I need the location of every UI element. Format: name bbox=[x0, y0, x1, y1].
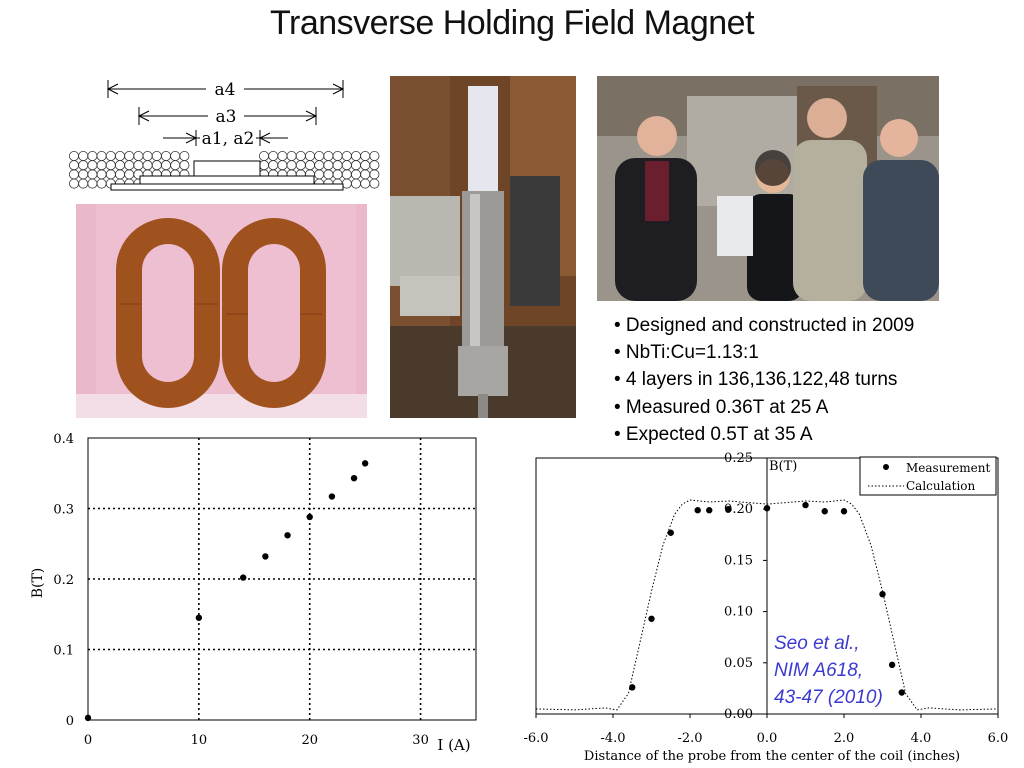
chart1-ytick-label: 0.3 bbox=[53, 503, 74, 518]
chart2-ytick-label: 0.15 bbox=[724, 553, 753, 568]
chart2-ytick-label: 0.10 bbox=[724, 605, 753, 620]
chart1-data-point bbox=[284, 532, 291, 539]
chart2-xtick-label: -2.0 bbox=[677, 731, 702, 746]
chart2-measurement-point bbox=[667, 529, 674, 536]
citation-line-1: Seo et al., bbox=[774, 633, 860, 654]
chart2-measurement-point bbox=[763, 504, 771, 512]
coil-pair-photo bbox=[76, 204, 367, 418]
chart1-xlabel: I (A) bbox=[437, 736, 470, 754]
chart1-ytick-label: 0.2 bbox=[53, 573, 74, 588]
bullet-designed: • Designed and constructed in 2009 bbox=[614, 315, 915, 336]
bullet-measured: • Measured 0.36T at 25 A bbox=[614, 396, 829, 418]
label-a1-a2: a1, a2 bbox=[202, 129, 255, 149]
chart1-xtick-label: 10 bbox=[191, 733, 208, 748]
chart2-xtick-label: -4.0 bbox=[600, 731, 625, 746]
field-profile-chart: -6.0 -4.0 -2.0 0.0 2.0 4.0 6.0 0.00 0.05 0.10 0.15… bbox=[523, 451, 1009, 764]
chart2-xtick-label: -6.0 bbox=[523, 731, 548, 746]
chart2-xtick-label: 2.0 bbox=[834, 731, 855, 746]
chart1-data-point bbox=[262, 553, 269, 560]
chart2-ylabel: B(T) bbox=[769, 459, 797, 474]
chart2-measurement-point bbox=[802, 501, 809, 509]
label-a3: a3 bbox=[216, 107, 237, 127]
chart2-xtick-label: 0.0 bbox=[757, 731, 778, 746]
coil-dimension-diagram: a4 a3 a1, a2 bbox=[69, 79, 380, 191]
chart2-xlabel: Distance of the probe from the center of… bbox=[584, 749, 960, 764]
label-a4: a4 bbox=[215, 80, 236, 100]
chart2-measurement-point bbox=[821, 508, 828, 515]
chart1-xtick-label: 30 bbox=[412, 733, 429, 748]
bullet-layers: • 4 layers in 136,136,122,48 turns bbox=[614, 369, 898, 391]
bullet-expected: • Expected 0.5T at 35 A bbox=[614, 423, 813, 445]
chart1-data-point bbox=[350, 474, 358, 482]
chart1-data-point bbox=[84, 714, 92, 722]
chart2-legend: Measurement Calculation bbox=[859, 456, 997, 496]
chart2-measurement-point bbox=[629, 684, 636, 691]
slide-title: Transverse Holding Field Magnet bbox=[269, 4, 755, 42]
citation: Seo et al., NIM A618, 43-47 (2010) bbox=[774, 630, 883, 711]
chart1-data-point bbox=[240, 574, 247, 581]
chart1-data-point bbox=[306, 513, 313, 521]
chart2-ytick-label: 0.05 bbox=[724, 656, 753, 671]
chart2-measurement-point bbox=[725, 506, 732, 513]
chart2-measurement-point bbox=[840, 508, 848, 515]
chart2-xtick-label: 6.0 bbox=[988, 731, 1009, 746]
bullet-ratio: • NbTi:Cu=1.13:1 bbox=[614, 342, 759, 364]
chart2-measurement-point bbox=[648, 615, 655, 622]
legend-measurement-marker bbox=[883, 464, 889, 470]
legend-calculation-label: Calculation bbox=[906, 479, 976, 493]
chart2-measurement-point bbox=[898, 689, 905, 696]
chart1-ytick-label: 0 bbox=[66, 714, 74, 729]
chart1-ytick-label: 0.1 bbox=[53, 644, 74, 659]
chart1-xtick-label: 0 bbox=[84, 733, 92, 748]
calculation-curve bbox=[535, 499, 999, 711]
field-vs-current-chart: 0 10 20 30 0 0.1 0.2 0.3 0.4 B(T) I (A) bbox=[30, 432, 477, 754]
chart1-data-point bbox=[195, 614, 203, 621]
chart1-data-point bbox=[361, 460, 369, 467]
citation-line-2: NIM A618, bbox=[774, 660, 864, 681]
chart2-measurement-point bbox=[888, 661, 896, 669]
chart1-ytick-label: 0.4 bbox=[53, 432, 74, 447]
team-photo bbox=[597, 76, 939, 301]
chart2-measurement-point bbox=[694, 507, 701, 514]
chart2-measurement-point bbox=[879, 590, 886, 598]
magnet-spec-list: • Designed and constructed in 2009 • NbT… bbox=[614, 312, 914, 448]
chart2-ytick-label: 0.00 bbox=[724, 707, 753, 722]
citation-line-3: 43-47 (2010) bbox=[774, 687, 883, 708]
chart2-measurement-point bbox=[706, 507, 713, 514]
legend-measurement-label: Measurement bbox=[906, 461, 990, 475]
magnet-insert-photo bbox=[390, 76, 576, 418]
chart2-ytick-label: 0.25 bbox=[724, 451, 753, 466]
chart1-ylabel: B(T) bbox=[30, 568, 46, 599]
chart1-data-point bbox=[328, 493, 336, 500]
chart2-xtick-label: 4.0 bbox=[911, 731, 932, 746]
chart2-ytick-label: 0.20 bbox=[724, 502, 753, 517]
chart1-xtick-label: 20 bbox=[301, 733, 318, 748]
